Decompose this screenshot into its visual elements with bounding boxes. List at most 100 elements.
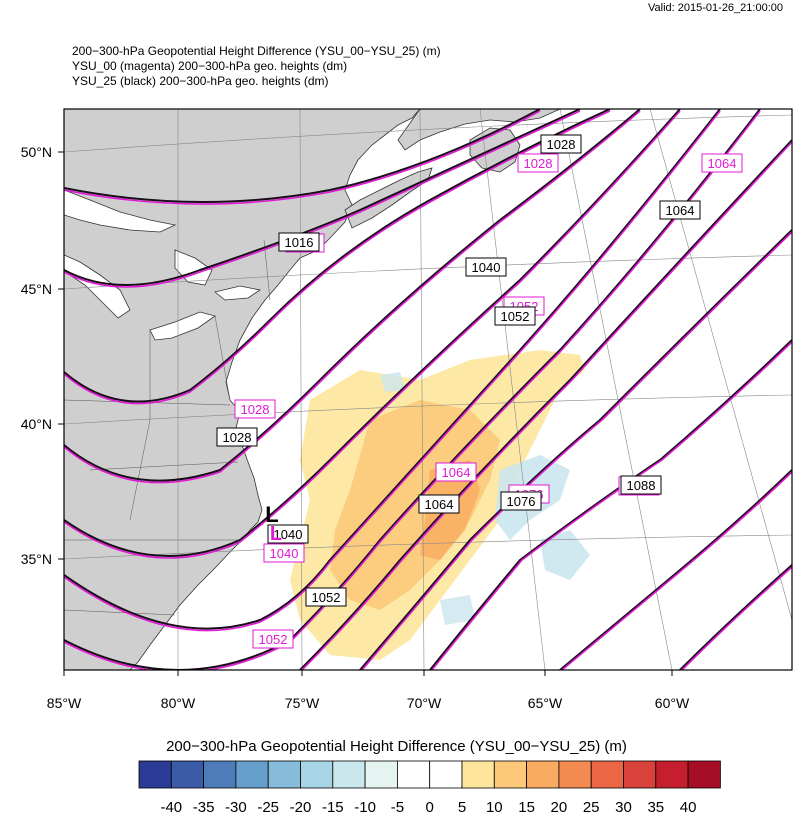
colorbar-swatch — [461, 760, 495, 789]
colorbar-swatch — [493, 760, 527, 789]
axis-ticks — [58, 151, 673, 676]
black-label-1076: 1076 — [500, 491, 542, 511]
colorbar-tick-label: 0 — [426, 799, 434, 816]
magenta-label-1028b-text: 1028 — [241, 402, 270, 417]
colorbar-swatch — [332, 760, 366, 789]
magenta-label-1052b: 1052 — [252, 629, 294, 649]
magenta-label-1028a-text: 1028 — [524, 156, 553, 171]
magenta-label-1028b: 1028 — [234, 399, 276, 419]
magenta-label-1064a: 1064 — [701, 153, 743, 173]
lon-label-75w: 75°W — [285, 695, 320, 711]
colorbar-swatch — [300, 760, 334, 789]
colorbar-swatch — [138, 760, 172, 789]
black-label-1052b: 1052 — [305, 587, 347, 607]
land-mainland — [64, 109, 421, 670]
colorbar-swatch — [558, 760, 592, 789]
valid-time: Valid: 2015-01-26_21:00:00 — [648, 2, 783, 14]
colorbar-tick-label: -15 — [322, 799, 344, 816]
black-label-1016: 1016 — [278, 232, 320, 252]
lat-label-40n: 40°N — [21, 416, 52, 432]
lon-label-60w: 60°W — [655, 695, 690, 711]
magenta-label-1040-text: 1040 — [270, 546, 299, 561]
colorbar-swatch — [623, 760, 657, 789]
colorbar-tick-label: 35 — [647, 799, 664, 816]
colorbar-tick-label: 25 — [583, 799, 600, 816]
black-label-1064b: 1064 — [418, 494, 460, 514]
title-magenta: YSU_00 (magenta) 200−300-hPa geo. height… — [72, 59, 348, 73]
black-label-1040a: 1040 — [465, 257, 507, 277]
colorbar-tick-label: -5 — [391, 799, 404, 816]
black-label-1076-text: 1076 — [507, 494, 536, 509]
black-label-1016-text: 1016 — [285, 235, 314, 250]
colorbar-title: 200−300-hPa Geopotential Height Differen… — [166, 738, 627, 755]
black-label-1064a-text: 1064 — [666, 203, 695, 218]
black-label-1052a: 1052 — [494, 306, 536, 326]
lon-label-85w: 85°W — [47, 695, 82, 711]
colorbar-tick-label: 15 — [518, 799, 535, 816]
colorbar-swatch — [203, 760, 237, 789]
colorbar-swatch — [396, 760, 431, 789]
colorbar-swatch — [170, 760, 205, 789]
black-label-1088: 1088 — [620, 475, 662, 495]
colorbar-swatch — [267, 760, 301, 789]
low-marker-magenta: L — [270, 523, 282, 545]
lon-label-70w: 70°W — [407, 695, 442, 711]
black-label-1028b-text: 1028 — [223, 430, 252, 445]
colorbar-swatch — [364, 760, 398, 789]
magenta-label-1040: 1040 — [263, 543, 305, 563]
colorbar-tick-label: 10 — [486, 799, 503, 816]
lat-label-35n: 35°N — [21, 551, 52, 567]
map-area: 1016 1028 1028 1040 1052 1052 1064 1064 … — [64, 109, 792, 670]
black-label-1064b-text: 1064 — [425, 497, 454, 512]
low-center-marker: L L — [265, 502, 282, 545]
longitude-labels: 85°W 80°W 75°W 70°W 65°W 60°W — [47, 695, 690, 711]
colorbar-tick-label: -25 — [257, 799, 279, 816]
plot-titles: 200−300-hPa Geopotential Height Differen… — [72, 44, 441, 89]
black-label-1028a-text: 1028 — [547, 137, 576, 152]
title-black: YSU_25 (black) 200−300-hPa geo. heights … — [72, 74, 329, 88]
colorbar-swatch — [526, 760, 560, 789]
lon-label-65w: 65°W — [528, 695, 563, 711]
black-label-1040b: 1040 — [267, 524, 309, 544]
latitude-labels: 50°N 45°N 40°N 35°N — [21, 144, 52, 567]
lake-superior — [64, 189, 177, 233]
colorbar-swatch — [429, 760, 463, 789]
lon-label-80w: 80°W — [161, 695, 196, 711]
magenta-label-1064b: 1064 — [435, 462, 477, 482]
magenta-label-1052b-text: 1052 — [259, 632, 288, 647]
colorbar-swatch — [590, 760, 624, 789]
lake-erie-ontario — [149, 285, 262, 341]
black-label-1028a: 1028 — [540, 134, 582, 154]
colorbar-tick-label: -35 — [193, 799, 215, 816]
map-frame — [63, 108, 793, 671]
black-label-1040a-text: 1040 — [472, 260, 501, 275]
colorbar-tick-label: 30 — [615, 799, 632, 816]
colorbar-swatch — [687, 760, 721, 789]
black-label-1028b: 1028 — [216, 427, 258, 447]
black-label-1088-text: 1088 — [627, 478, 656, 493]
black-contours — [64, 109, 792, 670]
colorbar-tick-label: 40 — [680, 799, 697, 816]
black-label-1064a: 1064 — [659, 200, 701, 220]
black-label-1052b-text: 1052 — [312, 590, 341, 605]
magenta-label-1064a-text: 1064 — [708, 156, 737, 171]
colorbar-swatch — [235, 760, 269, 789]
colorbar-tick-label: -10 — [354, 799, 376, 816]
black-label-1052a-text: 1052 — [501, 309, 530, 324]
lat-label-50n: 50°N — [21, 144, 52, 160]
colorbar-tick-label: 20 — [551, 799, 568, 816]
title-difference: 200−300-hPa Geopotential Height Differen… — [72, 44, 441, 58]
colorbar-labels: -40 -35 -30 -25 -20 -15 -10 -5 0 5 10 15 20 25 30 35 40 — [160, 799, 696, 816]
magenta-contours — [64, 110, 792, 670]
colorbar — [138, 760, 721, 789]
colorbar-tick-label: -30 — [225, 799, 247, 816]
lat-label-45n: 45°N — [21, 281, 52, 297]
colorbar-tick-label: -20 — [290, 799, 312, 816]
magenta-label-1028a: 1028 — [517, 153, 559, 173]
magenta-label-1064b-text: 1064 — [442, 465, 471, 480]
colorbar-tick-label: -40 — [160, 799, 182, 816]
black-label-layer: 1016 1028 1028 1040 1040 1052 1052 1064 … — [216, 134, 701, 607]
low-marker-black: L — [265, 502, 278, 527]
black-label-1040b-text: 1040 — [274, 527, 303, 542]
